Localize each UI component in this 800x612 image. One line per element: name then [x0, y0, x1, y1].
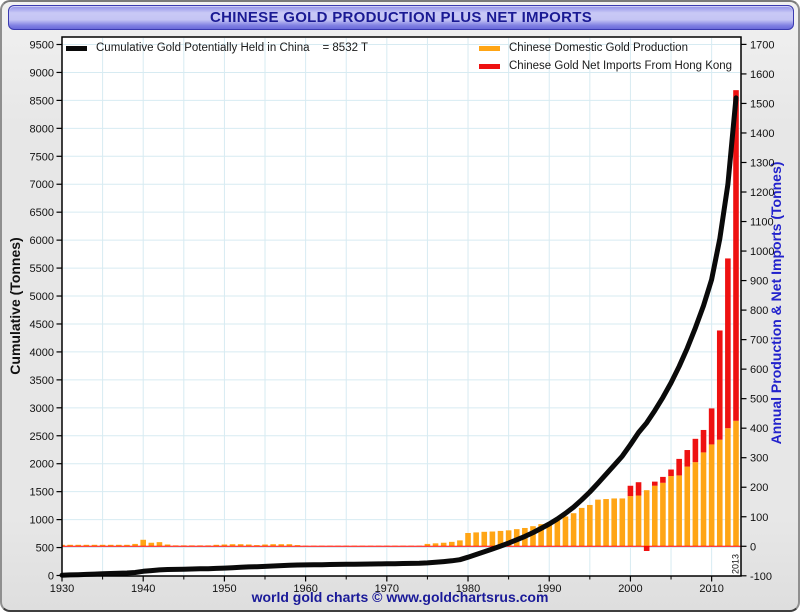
right-axis-title: Annual Production & Net Imports (Tonnes)	[768, 162, 784, 445]
svg-text:1600: 1600	[750, 69, 774, 81]
production-legend-swatch	[479, 45, 500, 51]
svg-text:0: 0	[48, 571, 54, 583]
cumulative-total-value: = 8532 T	[322, 42, 369, 54]
svg-text:1500: 1500	[750, 98, 774, 110]
svg-text:1200: 1200	[750, 187, 774, 199]
svg-text:1970: 1970	[375, 583, 399, 595]
svg-text:1930: 1930	[50, 583, 74, 595]
svg-text:1700: 1700	[750, 39, 774, 51]
chart-plot: Cumulative (Tonnes) Annual Production & …	[7, 36, 784, 595]
svg-text:3000: 3000	[30, 403, 54, 415]
svg-text:1300: 1300	[750, 157, 774, 169]
x-axis-ticks: 1930 1940 1950 1960 1970 1980 1990 2000 2010	[50, 576, 724, 595]
imports-legend-label: Chinese Gold Net Imports From Hong Kong	[509, 60, 733, 72]
svg-text:1950: 1950	[212, 583, 236, 595]
production-legend-label: Chinese Domestic Gold Production	[509, 42, 688, 54]
grid-lines	[63, 38, 740, 575]
footer-credit: world gold charts © www.goldchartsrus.co…	[251, 589, 549, 605]
cumulative-legend-label: Cumulative Gold Potentially Held in Chin…	[96, 42, 310, 54]
svg-text:8500: 8500	[30, 95, 54, 107]
year-2013-label: 2013	[731, 554, 741, 574]
imports-legend-swatch	[479, 63, 500, 69]
svg-text:1940: 1940	[131, 583, 155, 595]
svg-text:300: 300	[750, 453, 768, 465]
svg-text:2010: 2010	[699, 583, 723, 595]
svg-text:1500: 1500	[30, 487, 54, 499]
svg-text:800: 800	[750, 305, 768, 317]
svg-text:4000: 4000	[30, 347, 54, 359]
legend-cumulative: Cumulative Gold Potentially Held in Chin…	[66, 42, 368, 54]
svg-text:500: 500	[750, 394, 768, 406]
svg-text:2500: 2500	[30, 431, 54, 443]
svg-text:7000: 7000	[30, 179, 54, 191]
svg-text:8000: 8000	[30, 123, 54, 135]
right-axis-ticks: -100 0 100 200 300 400 500 600 700 800 900 1000 1100…	[741, 39, 774, 583]
svg-text:900: 900	[750, 276, 768, 288]
svg-text:4500: 4500	[30, 319, 54, 331]
svg-text:9500: 9500	[30, 40, 54, 52]
svg-text:5500: 5500	[30, 263, 54, 275]
svg-text:1100: 1100	[750, 217, 774, 229]
svg-text:-100: -100	[750, 571, 772, 583]
svg-text:3500: 3500	[30, 375, 54, 387]
plot-border	[61, 36, 742, 577]
svg-text:1000: 1000	[750, 246, 774, 258]
svg-text:1990: 1990	[537, 583, 561, 595]
svg-text:0: 0	[750, 541, 756, 553]
svg-text:7500: 7500	[30, 151, 54, 163]
svg-text:1960: 1960	[293, 583, 317, 595]
svg-text:600: 600	[750, 364, 768, 376]
cumulative-line	[59, 95, 739, 578]
legend-production: Chinese Domestic Gold Production	[479, 42, 688, 54]
svg-text:1980: 1980	[456, 583, 480, 595]
svg-text:1000: 1000	[30, 515, 54, 527]
svg-text:100: 100	[750, 512, 768, 524]
svg-text:500: 500	[36, 543, 54, 555]
svg-text:6000: 6000	[30, 235, 54, 247]
legend-imports: Chinese Gold Net Imports From Hong Kong	[479, 60, 732, 72]
production-bars	[62, 420, 739, 547]
svg-text:2000: 2000	[30, 459, 54, 471]
svg-text:200: 200	[750, 482, 768, 494]
svg-text:9000: 9000	[30, 67, 54, 79]
svg-text:2000: 2000	[618, 583, 642, 595]
left-axis-title: Cumulative (Tonnes)	[7, 237, 23, 374]
svg-text:400: 400	[750, 423, 768, 435]
svg-text:5000: 5000	[30, 291, 54, 303]
svg-text:700: 700	[750, 335, 768, 347]
import-bars	[627, 90, 739, 552]
svg-text:1400: 1400	[750, 128, 774, 140]
left-axis-ticks: 0 500 1000 1500 2000 2500 3000 3500 4000 4500 5000…	[30, 40, 62, 583]
cumulative-legend-swatch	[66, 45, 87, 51]
svg-text:6500: 6500	[30, 207, 54, 219]
chart-title: CHINESE GOLD PRODUCTION PLUS NET IMPORTS	[8, 5, 794, 30]
